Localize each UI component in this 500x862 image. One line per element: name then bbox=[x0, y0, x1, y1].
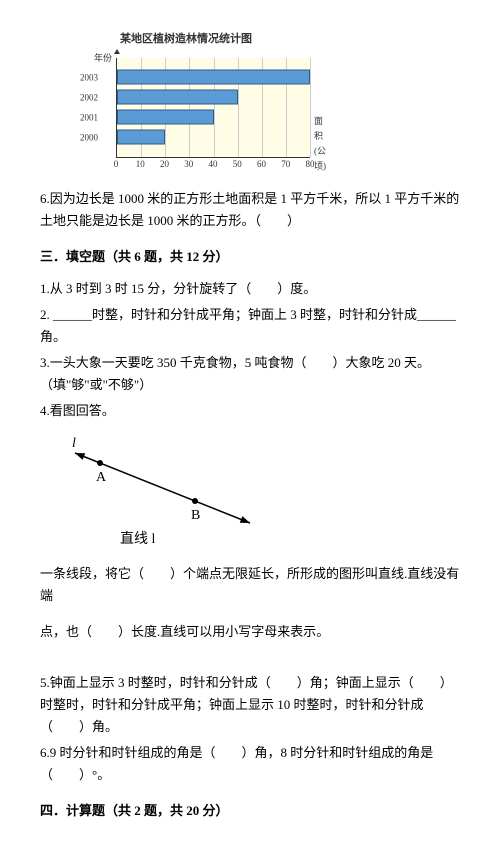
s3-q4-para2: 点，也（ ）长度.直线可以用小写字母来表示。 bbox=[40, 621, 460, 643]
svg-text:直线 l: 直线 l bbox=[120, 530, 155, 547]
x-tick-label: 40 bbox=[209, 157, 218, 172]
question-6-tf: 6.因为边长是 1000 米的正方形土地面积是 1 平方千米，所以 1 平方千米… bbox=[40, 188, 460, 232]
s3-q5: 5.钟面上显示 3 时整时，时针和分针成（ ）角；钟面上显示（ ）时整时，时针和… bbox=[40, 672, 460, 738]
section-4-heading: 四．计算题（共 2 题，共 20 分） bbox=[40, 800, 460, 822]
s3-q6: 6.9 时分针和时针组成的角是（ ）角，8 时分针和时针组成的角是（ ）°。 bbox=[40, 742, 460, 786]
x-tick-label: 70 bbox=[281, 157, 290, 172]
grid-line bbox=[310, 58, 311, 157]
section-3-heading: 三．填空题（共 6 题，共 12 分） bbox=[40, 246, 460, 268]
bar bbox=[117, 129, 165, 144]
s3-q4-intro: 4.看图回答。 bbox=[40, 400, 460, 422]
svg-text:A: A bbox=[96, 470, 107, 485]
line-diagram: l A B 直线 l bbox=[60, 433, 280, 553]
bar bbox=[117, 90, 238, 105]
s3-q3: 3.一头大象一天要吃 350 千克食物，5 吨食物（ ）大象吃 20 天。（填"… bbox=[40, 352, 460, 396]
y-tick-label: 2002 bbox=[80, 90, 98, 105]
y-tick-label: 2003 bbox=[80, 70, 98, 85]
x-tick-label: 60 bbox=[257, 157, 266, 172]
x-tick-label: 20 bbox=[160, 157, 169, 172]
bar bbox=[117, 110, 214, 125]
bar bbox=[117, 70, 310, 85]
y-axis-label: 年份 bbox=[94, 51, 112, 66]
x-tick-label: 30 bbox=[184, 157, 193, 172]
plot-area bbox=[116, 58, 310, 158]
s3-q1: 1.从 3 时到 3 时 15 分，分针旋转了（ ）度。 bbox=[40, 278, 460, 300]
chart-title: 某地区植树造林情况统计图 bbox=[120, 30, 460, 49]
y-tick-label: 2000 bbox=[80, 130, 98, 145]
s3-q4-para1: 一条线段，将它（ ）个端点无限延长，所形成的图形叫直线.直线没有端 bbox=[40, 563, 460, 607]
x-tick-label: 50 bbox=[233, 157, 242, 172]
x-tick-label: 0 bbox=[114, 157, 119, 172]
y-axis-arrow bbox=[114, 49, 120, 54]
x-tick-label: 10 bbox=[136, 157, 145, 172]
x-axis-label: 面积(公顷) bbox=[314, 114, 326, 175]
y-tick-label: 2001 bbox=[80, 110, 98, 125]
s3-q2: 2. ______时整，时针和分针成平角；钟面上 3 时整，时针和分针成____… bbox=[40, 304, 460, 348]
chart-section: 某地区植树造林情况统计图 年份 2000 2001 2002 2003 0 10 20 30… bbox=[80, 30, 460, 173]
svg-text:l: l bbox=[72, 436, 76, 451]
svg-text:B: B bbox=[191, 508, 200, 523]
bar-chart: 年份 2000200120022003 01020304050607080 面积… bbox=[80, 53, 320, 173]
